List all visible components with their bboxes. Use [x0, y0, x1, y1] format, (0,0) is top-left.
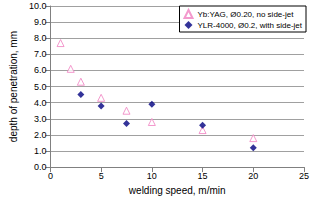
svg-text:15: 15 — [198, 171, 208, 181]
svg-text:20: 20 — [248, 171, 258, 181]
svg-text:2.0: 2.0 — [34, 130, 47, 140]
svg-text:0.0: 0.0 — [34, 162, 47, 172]
svg-text:4.0: 4.0 — [34, 98, 47, 108]
svg-text:5.0: 5.0 — [34, 82, 47, 92]
svg-text:6.0: 6.0 — [34, 65, 47, 75]
svg-text:8.0: 8.0 — [34, 33, 47, 43]
svg-text:3.0: 3.0 — [34, 114, 47, 124]
svg-text:5: 5 — [99, 171, 104, 181]
svg-text:7.0: 7.0 — [34, 49, 47, 59]
svg-text:10: 10 — [147, 171, 157, 181]
svg-text:Yb:YAG, Ø0.20, no side-jet: Yb:YAG, Ø0.20, no side-jet — [198, 10, 295, 19]
svg-text:YLR-4000, Ø0.2, with side-jet: YLR-4000, Ø0.2, with side-jet — [198, 21, 303, 30]
svg-text:1.0: 1.0 — [34, 146, 47, 156]
svg-text:depth of penetration, mm: depth of penetration, mm — [8, 31, 19, 142]
svg-text:9.0: 9.0 — [34, 17, 47, 27]
svg-text:10.0: 10.0 — [29, 1, 47, 11]
svg-text:welding speed, m/min: welding speed, m/min — [128, 185, 226, 196]
svg-text:0: 0 — [48, 171, 53, 181]
svg-text:25: 25 — [299, 171, 309, 181]
